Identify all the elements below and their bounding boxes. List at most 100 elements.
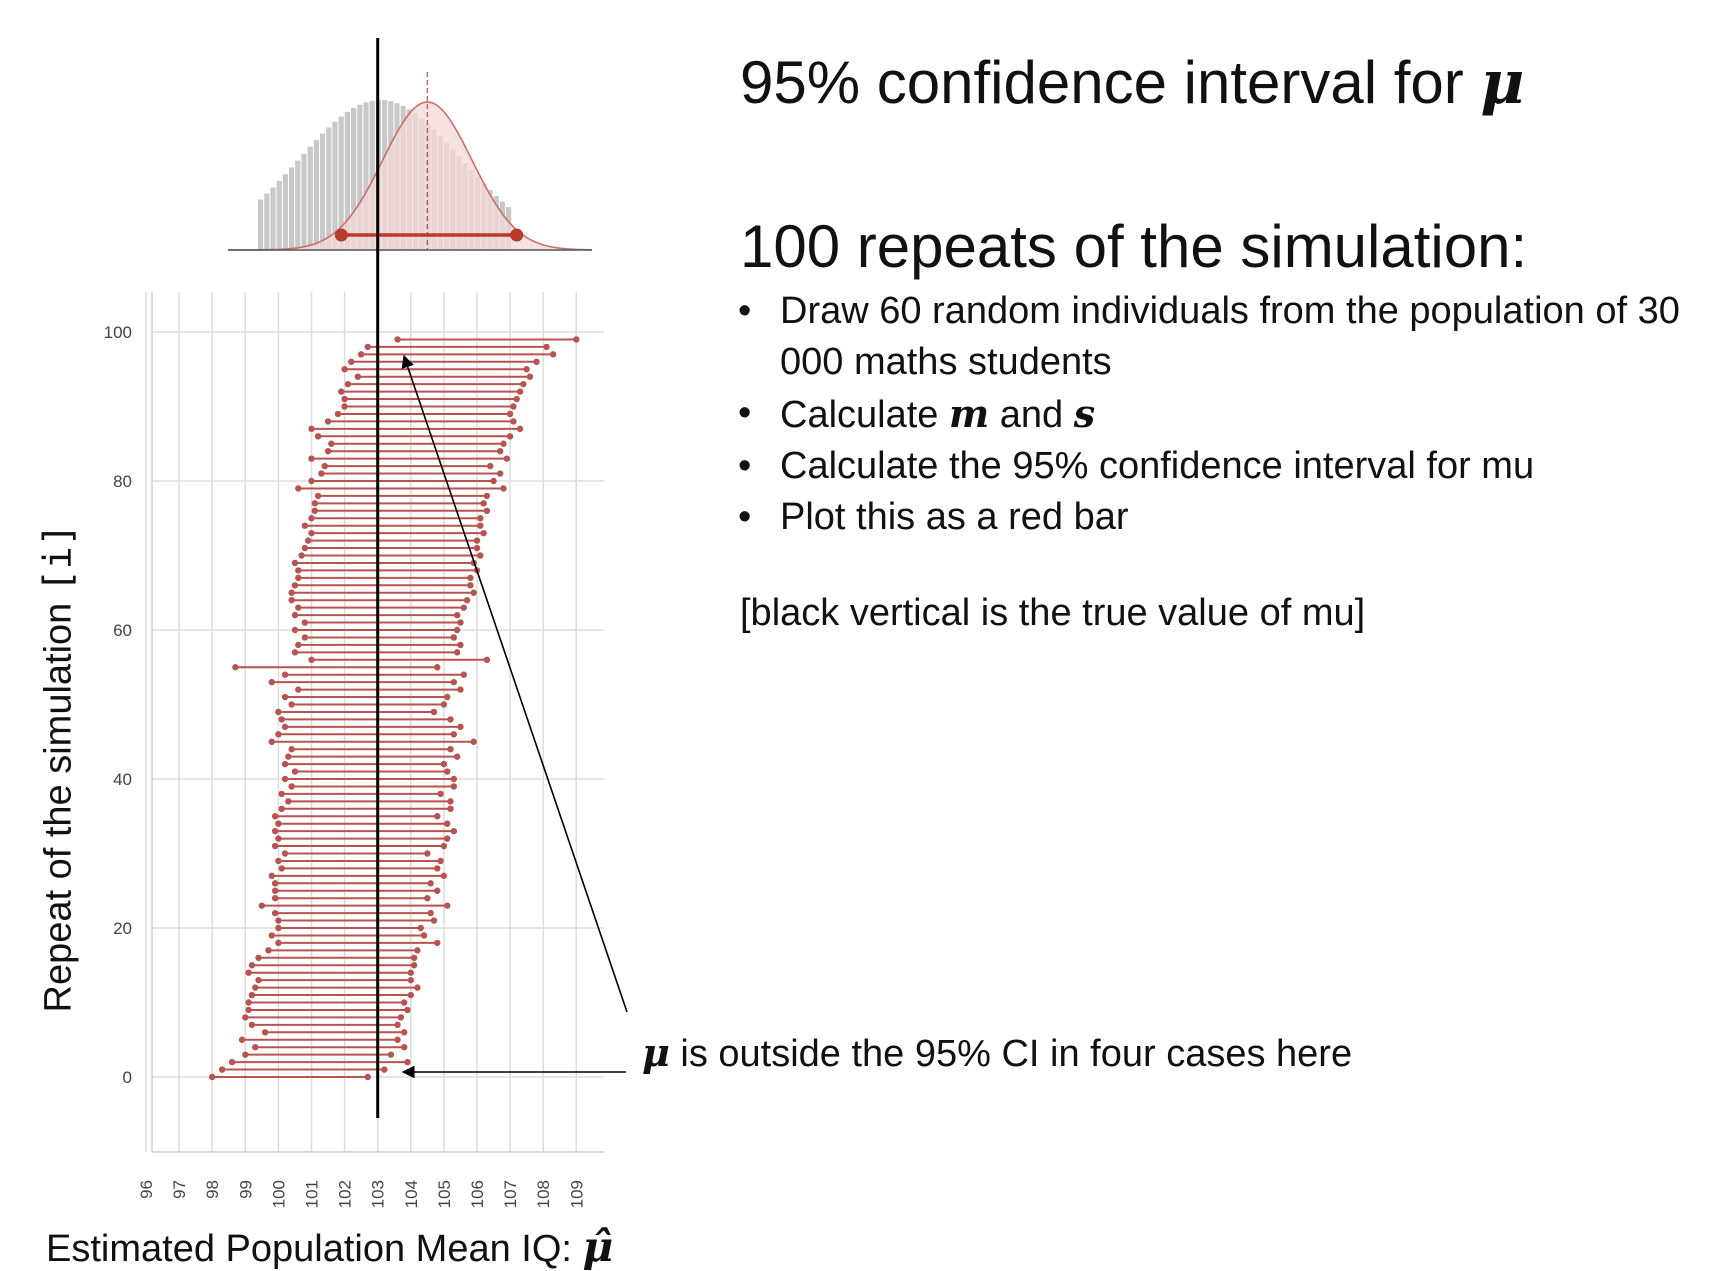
ci-interval xyxy=(265,947,421,954)
y-tick-label: 20 xyxy=(113,919,132,938)
ci-interval-upper-dot xyxy=(477,522,484,529)
ci-interval-upper-dot xyxy=(510,403,517,410)
ci-interval-lower-dot xyxy=(301,619,309,626)
ci-interval-lower-dot xyxy=(275,917,282,924)
ci-interval-lower-dot xyxy=(295,686,302,693)
ci-interval-lower-dot xyxy=(324,418,332,425)
ci-interval-lower-dot xyxy=(275,708,282,716)
ci-interval-lower-dot xyxy=(304,537,312,544)
bullet-dot: • xyxy=(738,496,752,538)
ci-interval xyxy=(324,418,517,425)
ci-interval-upper-dot xyxy=(526,373,534,380)
ci-interval xyxy=(275,835,451,842)
ci-interval-lower-dot xyxy=(291,611,299,619)
ci-interval xyxy=(275,939,441,947)
ci-interval xyxy=(321,462,494,470)
ci-interval-upper-dot xyxy=(410,954,418,961)
ci-interval-upper-dot xyxy=(400,999,408,1006)
ci-interval-lower-dot xyxy=(334,410,342,418)
ci-interval-lower-dot xyxy=(318,470,325,477)
ci-interval-upper-dot xyxy=(543,343,550,351)
ci-interval xyxy=(252,1044,408,1051)
x-axis-title: Estimated Population Mean IQ: μ̂ xyxy=(46,1222,613,1271)
bullet-item: • Calculate the 95% confidence interval f… xyxy=(738,441,1700,492)
ci-interval-lower-dot xyxy=(291,649,299,656)
ci-interval-lower-dot xyxy=(348,358,355,365)
ci-interval xyxy=(288,701,448,708)
ci-interval-lower-dot xyxy=(275,939,282,947)
ci-interval-lower-dot xyxy=(394,336,401,343)
ci-interval-upper-dot xyxy=(364,1073,371,1081)
ci-interval xyxy=(252,984,421,991)
ci-interval xyxy=(278,805,454,812)
ci-interval-lower-dot xyxy=(295,485,302,492)
histogram-bar xyxy=(326,127,332,250)
ci-interval-upper-dot xyxy=(473,537,481,544)
note-text: [black vertical is the true value of mu] xyxy=(740,592,1366,634)
ci-interval xyxy=(318,470,504,477)
ci-interval xyxy=(394,336,580,343)
histogram-bar xyxy=(313,140,319,250)
ci-interval xyxy=(281,775,458,783)
histogram-bar xyxy=(351,107,357,250)
ci-interval-lower-dot xyxy=(271,895,279,902)
ci-interval xyxy=(291,768,451,775)
ci-interval-lower-dot xyxy=(357,351,365,358)
histogram-bar xyxy=(264,193,270,250)
ci-interval xyxy=(291,626,461,634)
ci-interval xyxy=(271,842,448,850)
ci-interval xyxy=(295,485,507,492)
interval-plot-panel: 96 97 98 99 100 101 102 103 104 105 106 107 108 109 0… xyxy=(104,292,604,1208)
y-tick-labels: 0 20 40 60 80 100 xyxy=(104,323,132,1087)
ci-interval-lower-dot xyxy=(242,1051,249,1058)
callout-arrows xyxy=(401,354,628,1079)
ci-interval-lower-dot xyxy=(291,626,299,634)
ci-interval xyxy=(301,522,484,529)
ci-interval xyxy=(288,783,458,790)
ci-interval-lower-dot xyxy=(341,366,348,373)
ci-interval-upper-dot xyxy=(513,395,520,403)
ci-interval-upper-dot xyxy=(483,656,491,663)
bullet-text: Plot this as a red bar xyxy=(780,496,1129,538)
x-tick-label: 107 xyxy=(501,1180,520,1208)
ci-interval-lower-dot xyxy=(281,693,289,701)
ci-interval xyxy=(308,425,524,433)
ci-interval-upper-dot xyxy=(533,358,540,365)
y-axis-title-code: [i] xyxy=(35,523,80,593)
x-tick-label: 96 xyxy=(137,1180,156,1199)
y-tick-label: 60 xyxy=(113,621,132,640)
ci-interval-lower-dot xyxy=(252,1044,259,1051)
ci-interval xyxy=(354,373,534,380)
ci-interval-upper-dot xyxy=(516,425,524,433)
ci-interval-lower-dot xyxy=(328,440,335,447)
ci-interval-lower-dot xyxy=(341,395,348,403)
ci-interval-lower-dot xyxy=(288,597,295,604)
ci-interval-upper-dot xyxy=(457,686,464,693)
ci-interval-lower-dot xyxy=(295,604,302,611)
ci-interval-lower-dot xyxy=(268,738,275,745)
y-tick-label: 80 xyxy=(113,472,132,491)
ci-interval-upper-dot xyxy=(506,433,514,440)
ci-interval xyxy=(311,507,491,514)
ci-interval-upper-dot xyxy=(450,731,458,738)
ci-interval-upper-dot xyxy=(444,835,451,842)
mu-hat-symbol: μ̂ xyxy=(582,1222,614,1271)
ci-interval-upper-dot xyxy=(457,641,464,649)
ci-interval-upper-dot xyxy=(506,410,514,418)
ci-interval-upper-dot xyxy=(487,462,494,470)
ci-interval-upper-dot xyxy=(424,895,431,902)
ci-interval-upper-dot xyxy=(520,380,527,388)
ci-interval-upper-dot xyxy=(496,470,504,477)
ci-interval-upper-dot xyxy=(437,857,444,865)
ci-interval-upper-dot xyxy=(516,388,524,395)
ci-interval-lower-dot xyxy=(275,924,282,932)
ci-interval-upper-dot xyxy=(480,529,487,537)
ci-interval-lower-dot xyxy=(228,1058,236,1066)
ci-interval-upper-dot xyxy=(440,760,448,768)
ci-interval-upper-dot xyxy=(440,701,448,708)
bullet-list: • Draw 60 random individuals from the pop… xyxy=(738,286,1700,543)
ci-interval-lower-dot xyxy=(245,999,252,1006)
ci-interval-upper-dot xyxy=(437,790,444,798)
bullet-text: Calculate the 95% confidence interval fo… xyxy=(780,445,1535,487)
